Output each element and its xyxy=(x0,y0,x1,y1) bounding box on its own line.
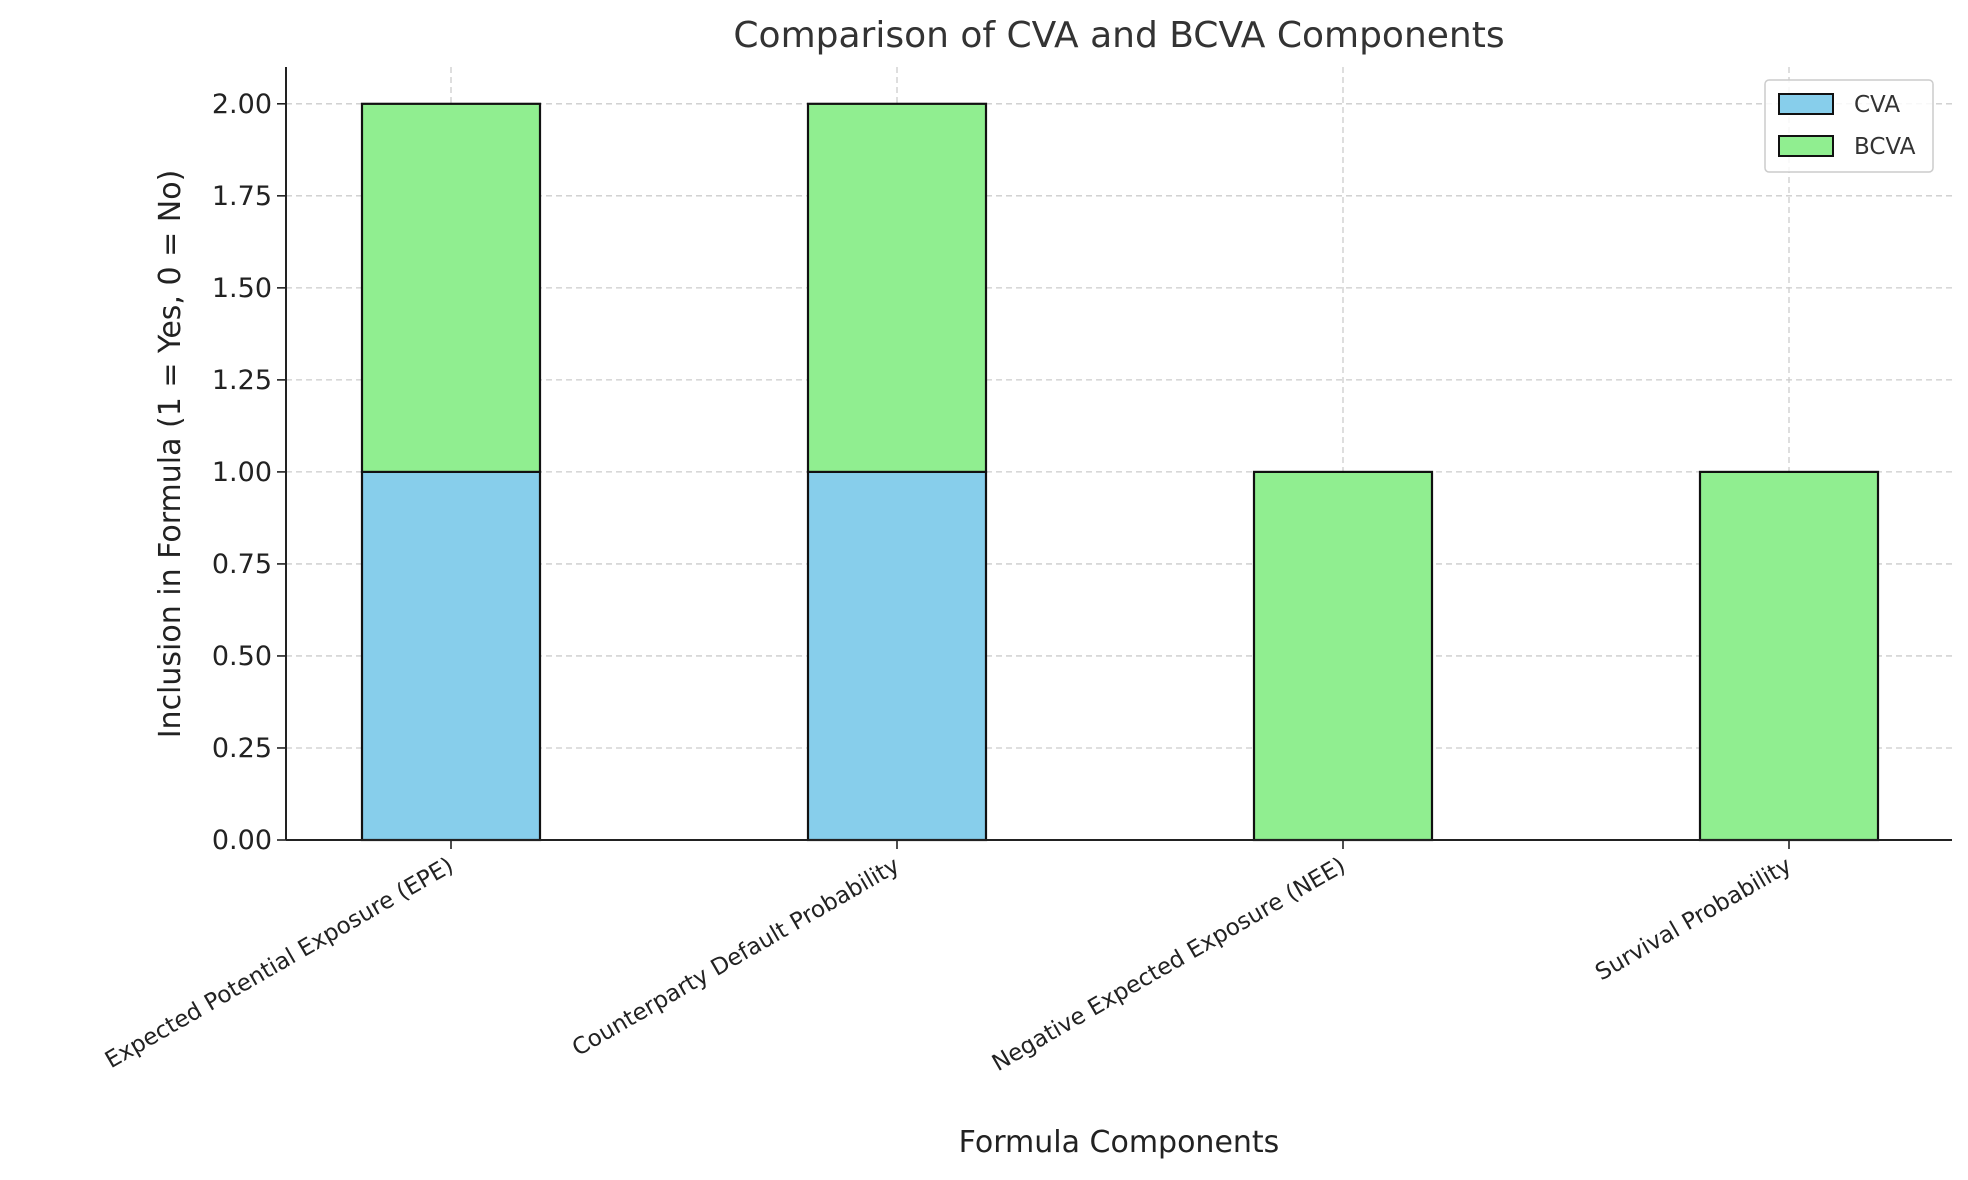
bar-cva-1 xyxy=(806,470,988,842)
x-tick-label: Counterparty Default Probability xyxy=(568,853,904,1062)
legend-swatch-cva xyxy=(1778,93,1834,115)
y-tick-label: 2.00 xyxy=(212,89,272,120)
legend-label-cva: CVA xyxy=(1854,92,1900,118)
y-tick-label: 1.00 xyxy=(212,457,272,488)
y-tick-label: 0.25 xyxy=(212,733,272,764)
legend: CVA BCVA xyxy=(1764,79,1934,173)
bar-bcva-1 xyxy=(806,102,988,474)
y-tick-label: 0.00 xyxy=(212,825,272,856)
y-tick-label: 1.50 xyxy=(212,273,272,304)
bar-bcva-0 xyxy=(360,102,542,474)
x-axis-label: Formula Components xyxy=(959,1125,1280,1160)
bar-bcva-2 xyxy=(1252,470,1434,842)
y-tick-label: 1.75 xyxy=(212,181,272,212)
y-tick-label: 0.50 xyxy=(212,641,272,672)
bar-cva-0 xyxy=(360,470,542,842)
chart-title: Comparison of CVA and BCVA Components xyxy=(733,15,1504,56)
x-axis-ticks: Expected Potential Exposure (EPE) Counter… xyxy=(101,840,1796,1077)
y-axis-label: Inclusion in Formula (1 = Yes, 0 = No) xyxy=(153,170,188,739)
y-axis-ticks: 0.00 0.25 0.50 0.75 1.00 1.25 1.50 1.75 2.00 xyxy=(212,89,286,856)
x-tick-label: Expected Potential Exposure (EPE) xyxy=(101,853,458,1074)
x-tick-label: Negative Expected Exposure (NEE) xyxy=(988,853,1350,1077)
y-tick-label: 1.25 xyxy=(212,365,272,396)
bars xyxy=(360,102,1880,842)
legend-swatch-bcva xyxy=(1778,135,1834,157)
legend-label-bcva: BCVA xyxy=(1854,134,1916,160)
bar-bcva-3 xyxy=(1698,470,1880,842)
x-tick-label: Survival Probability xyxy=(1591,853,1796,986)
y-tick-label: 0.75 xyxy=(212,549,272,580)
